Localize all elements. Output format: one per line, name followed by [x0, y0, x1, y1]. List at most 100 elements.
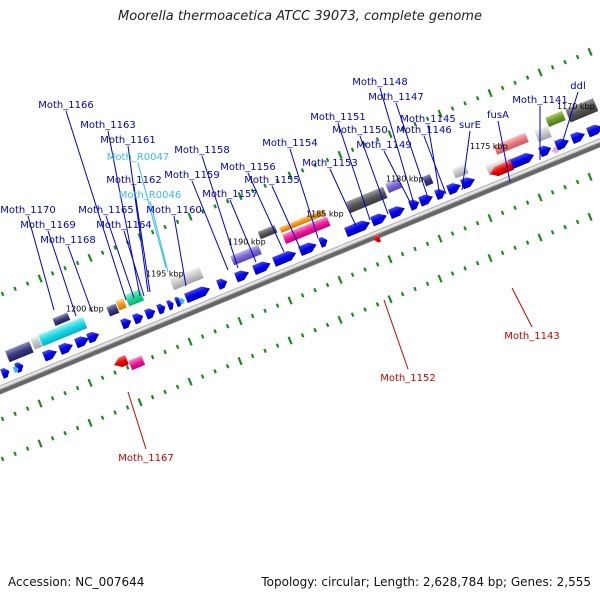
scale-tick [0, 291, 5, 297]
forward-gene-label-leader [461, 130, 471, 191]
scale-tick [263, 348, 267, 354]
scale-tick [263, 183, 267, 189]
forward-gene-label: Moth_1151 [310, 112, 365, 123]
forward-gene-arrow [74, 336, 89, 349]
forward-gene-label-leader [497, 120, 511, 183]
scale-tick [525, 240, 530, 245]
scale-tick [100, 250, 105, 256]
backbone-layer [0, 137, 600, 395]
scale-tick [537, 233, 543, 242]
scale-tick [287, 336, 293, 345]
scale-tick [137, 398, 143, 407]
forward-gene-label: Moth_1148 [352, 77, 407, 88]
scale-tick [537, 68, 543, 77]
scale-tick [550, 65, 555, 70]
forward-gene-label: Moth_1161 [100, 135, 155, 146]
forward-gene-arrow [344, 220, 371, 238]
scale-label: 1175 kbp [470, 142, 508, 151]
forward-gene-label: Moth_1155 [244, 175, 299, 186]
scale-tick [250, 188, 255, 194]
scale-label: 1180 kbp [386, 175, 424, 184]
scale-tick [337, 150, 343, 159]
scale-tick [437, 274, 443, 283]
feature-block [52, 312, 71, 327]
forward-gene-arrow [166, 300, 174, 311]
forward-gene-arrow [388, 206, 405, 219]
genome-backbone-shadow [0, 142, 600, 395]
scale-tick [75, 385, 80, 391]
scale-tick [363, 307, 367, 312]
scale-tick [113, 410, 117, 415]
feature-layer [5, 98, 599, 371]
forward-gene-label-leader [271, 185, 301, 249]
forward-gene-label: Moth_1163 [80, 120, 135, 131]
forward-gene-label: Moth_1158 [174, 145, 229, 156]
scale-tick [63, 265, 67, 271]
forward-gene-label: Moth_1165 [78, 205, 133, 216]
scale-tick [250, 353, 255, 359]
feature-block [565, 98, 599, 123]
scale-tick [525, 75, 530, 80]
rna-gene-label: Moth_R0047 [107, 152, 169, 163]
scale-tick [313, 287, 317, 293]
scale-tick [163, 224, 167, 230]
scale-tick [100, 415, 105, 421]
scale-tick [63, 390, 67, 396]
scale-label: 1195 kbp [146, 269, 184, 278]
feature-block [493, 132, 529, 155]
scale-tick [187, 212, 193, 221]
scale-tick [75, 260, 80, 266]
forward-gene-label: Moth_1157 [202, 189, 257, 200]
scale-tick [413, 246, 417, 252]
forward-gene-label: Moth_1153 [302, 158, 357, 169]
scale-tick [37, 439, 43, 448]
forward-gene-label-leader [27, 215, 55, 311]
scale-tick [200, 334, 205, 339]
forward-gene-label-leader [65, 110, 127, 301]
scale-tick [587, 47, 593, 56]
scale-tick [363, 142, 367, 147]
scale-label: 1185 kbp [306, 210, 344, 219]
scale-tick [413, 286, 417, 292]
reverse-gene-label: Moth_1167 [118, 453, 173, 464]
forward-gene-label: Moth_1159 [164, 170, 219, 181]
rna-gene-arrow [178, 298, 185, 305]
scale-tick [200, 209, 205, 214]
scale-tick [400, 251, 405, 257]
feature-block [115, 298, 127, 311]
forward-gene-label-leader [173, 215, 187, 287]
forward-gene-arrow [14, 362, 24, 374]
feature-block [257, 225, 278, 240]
reverse-gene-label-leader [127, 391, 147, 450]
reverse-gene-label: Moth_1143 [504, 331, 559, 342]
scale-tick [487, 253, 493, 263]
scale-tick [300, 168, 305, 173]
scale-tick [275, 343, 280, 348]
feature-block [385, 178, 402, 193]
scale-tick [425, 116, 430, 122]
forward-gene-label: Moth_1170 [0, 205, 55, 216]
forward-gene-arrow [272, 251, 297, 267]
scale-tick [87, 418, 93, 427]
forward-gene-label: Moth_1164 [96, 220, 151, 231]
forward-gene-arrow [156, 303, 166, 315]
forward-gene-label: Moth_1166 [38, 100, 93, 111]
scale-tick [313, 327, 317, 333]
scale-tick [513, 80, 517, 86]
forward-gene-arrow [446, 183, 461, 196]
forward-gene-arrow [418, 194, 433, 207]
scale-tick [213, 369, 217, 374]
forward-gene-arrow [586, 124, 600, 138]
genome-backbone-highlight [0, 139, 600, 389]
forward-gene-label: Moth_1149 [356, 140, 411, 151]
scale-tick [450, 106, 455, 111]
forward-gene-label: Moth_1160 [146, 205, 201, 216]
scale-tick [337, 275, 343, 284]
forward-gene-arrow [234, 270, 249, 283]
scale-tick [587, 172, 593, 181]
scale-tick [550, 230, 555, 235]
scale-tick [437, 234, 443, 243]
forward-gene-label-leader [379, 87, 415, 205]
scale-tick [300, 293, 305, 298]
scale-tick [13, 286, 17, 292]
